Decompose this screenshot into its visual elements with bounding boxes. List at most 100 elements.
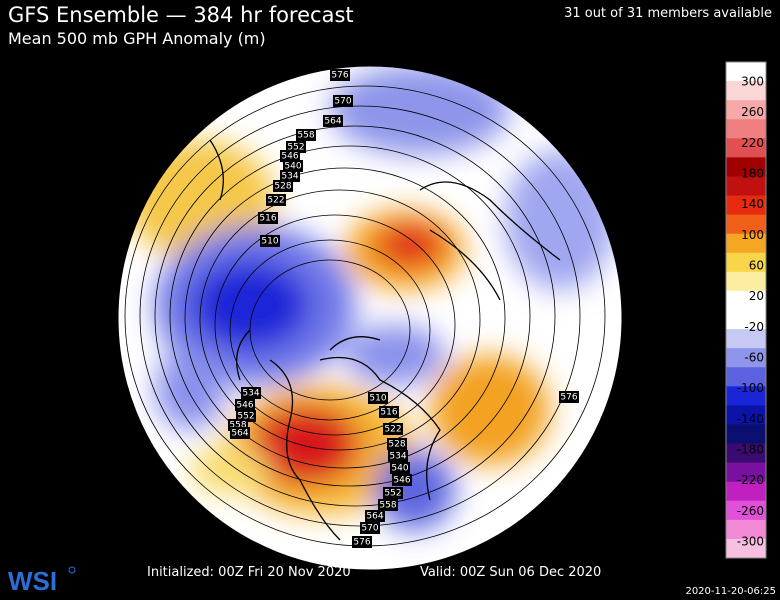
- contour-label-box: [323, 115, 343, 127]
- colorbar-swatch: [726, 386, 766, 406]
- colorbar-label: 300: [741, 75, 764, 89]
- colorbar-swatch: [726, 424, 766, 445]
- contour-label: 528: [388, 440, 405, 450]
- contour-label: 546: [393, 476, 410, 486]
- contour-label: 516: [380, 408, 397, 418]
- colorbar-swatch: [726, 500, 766, 521]
- contour-label-box: [368, 392, 388, 404]
- colorbar-label: -300: [737, 535, 764, 549]
- contour-label-box: [378, 499, 398, 511]
- contour-label: 558: [379, 501, 396, 511]
- contour-label-box: [352, 536, 372, 548]
- contour-label-box: [235, 399, 255, 411]
- contour-label-box: [559, 391, 579, 403]
- colorbar-label: 100: [741, 228, 764, 242]
- contour-label: 576: [560, 393, 577, 403]
- contour-label: 534: [242, 389, 259, 399]
- colorbar-swatch: [726, 157, 766, 177]
- contour-label-box: [260, 235, 280, 247]
- valid: Valid: 00Z Sun 06 Dec 2020: [420, 565, 601, 580]
- contour-label: 570: [334, 97, 351, 107]
- contour-label: 540: [391, 464, 408, 474]
- colorbar-swatch: [726, 214, 766, 235]
- colorbar-swatch: [726, 519, 766, 540]
- contour-label-box: [392, 474, 412, 486]
- contour-label: 558: [229, 421, 246, 431]
- colorbar-swatch: [726, 481, 766, 502]
- colorbar-swatch: [726, 367, 766, 387]
- colorbar-frame: [725, 61, 767, 559]
- members-available: 31 out of 31 members available: [564, 6, 772, 21]
- colorbar-swatch: [726, 538, 766, 559]
- contour-label-box: [283, 160, 303, 172]
- contour-label: 522: [384, 425, 401, 435]
- contour-label-box: [230, 427, 250, 439]
- colorbar-swatch: [726, 100, 766, 120]
- colorbar-swatch: [726, 443, 766, 464]
- contour-label: 528: [274, 182, 291, 192]
- colorbar-label: -260: [737, 504, 764, 518]
- colorbar-label: 20: [749, 289, 764, 303]
- globe: [118, 66, 622, 570]
- contours: [124, 85, 606, 547]
- contour-label: 516: [259, 214, 276, 224]
- colorbar-label: -60: [744, 351, 764, 365]
- contour-label-box: [388, 450, 408, 462]
- colorbar-swatch: [726, 290, 766, 311]
- colorbar-swatch: [726, 462, 766, 483]
- colorbar-label: 140: [741, 197, 764, 211]
- contour-label-box: [333, 95, 353, 107]
- colorbar-label: -100: [737, 381, 764, 395]
- contour-label-box: [330, 69, 350, 81]
- colorbar-swatch: [726, 195, 766, 216]
- contour-label-box: [390, 462, 410, 474]
- contour-label: 552: [237, 412, 254, 422]
- contour-label-box: [360, 522, 380, 534]
- contour-label: 570: [361, 524, 378, 534]
- colorbar-swatch: [726, 62, 766, 82]
- contour-label: 546: [236, 401, 253, 411]
- logo-dot: [68, 566, 76, 574]
- colorbar-label: -20: [744, 320, 764, 334]
- colorbar-label: -140: [737, 412, 764, 426]
- logo: WSI: [8, 566, 57, 596]
- contour-label: 534: [389, 452, 406, 462]
- colorbar-label: 180: [741, 167, 764, 181]
- colorbar-swatch: [726, 138, 766, 158]
- colorbar-swatch: [726, 329, 766, 349]
- contour-label: 564: [231, 429, 248, 439]
- colorbar-swatch: [726, 271, 766, 292]
- contour-label: 510: [261, 237, 278, 247]
- colorbar-swatch: [726, 176, 766, 197]
- globe-edge: [117, 65, 623, 571]
- title: GFS Ensemble — 384 hr forecast: [8, 3, 354, 27]
- contour-label: 576: [353, 538, 370, 548]
- contour-label: 564: [324, 117, 341, 127]
- colorbar-label: 260: [741, 105, 764, 119]
- contour-label-box: [266, 194, 286, 206]
- coastlines: [209, 139, 561, 541]
- contour-label-box: [383, 423, 403, 435]
- initialized: Initialized: 00Z Fri 20 Nov 2020: [147, 565, 351, 580]
- contour-label: 510: [369, 394, 386, 404]
- contour-label: 552: [384, 489, 401, 499]
- contour-label-box: [365, 510, 385, 522]
- colorbar-label: -180: [737, 443, 764, 457]
- contour-label-box: [383, 487, 403, 499]
- contour-label-box: [379, 406, 399, 418]
- contour-label-box: [280, 150, 300, 162]
- subtitle: Mean 500 mb GPH Anomaly (m): [8, 29, 266, 48]
- contour-label: 576: [331, 71, 348, 81]
- contour-label: 522: [267, 196, 284, 206]
- colorbar-swatch: [726, 81, 766, 101]
- contour-label-box: [296, 129, 316, 141]
- colorbar: 300 260 220 180 140 100 60 20 -20 -60 -100 -140 -180…: [725, 61, 767, 559]
- colorbar-swatch: [726, 119, 766, 139]
- timestamp: 2020-11-20-06:25: [685, 586, 776, 597]
- colorbar-swatch: [726, 233, 766, 254]
- colorbar-label: 220: [741, 136, 764, 150]
- contour-label: 558: [297, 131, 314, 141]
- contour-label-box: [387, 438, 407, 450]
- contour-label: 546: [281, 152, 298, 162]
